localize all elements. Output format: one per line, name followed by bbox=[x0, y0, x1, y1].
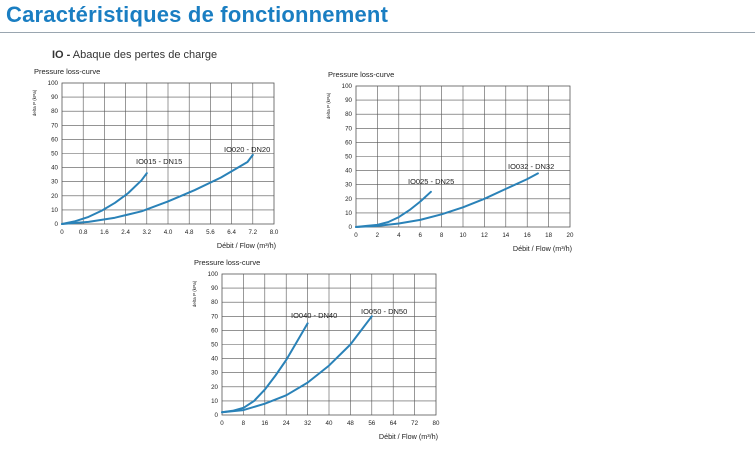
y-tick-label: 10 bbox=[345, 210, 352, 217]
section-code: IO - bbox=[52, 49, 71, 61]
y-tick-label: 10 bbox=[51, 207, 58, 214]
section-title: IO - Abaque des pertes de charge bbox=[52, 49, 217, 61]
y-tick-label: 50 bbox=[345, 154, 352, 161]
series-line bbox=[355, 172, 539, 228]
x-tick-label: 7.2 bbox=[248, 229, 257, 236]
x-tick-label: 18 bbox=[545, 232, 552, 239]
y-tick-label: 100 bbox=[208, 271, 219, 278]
x-tick-label: 0 bbox=[354, 232, 358, 239]
y-tick-label: 80 bbox=[211, 299, 218, 306]
x-tick-label: 16 bbox=[524, 232, 531, 239]
y-tick-label: 30 bbox=[345, 182, 352, 189]
series-line bbox=[61, 172, 148, 225]
y-tick-label: 70 bbox=[211, 313, 218, 320]
y-axis-label: delta P (kPa) bbox=[192, 280, 197, 307]
x-tick-label: 0.8 bbox=[79, 229, 88, 236]
x-tick-label: 5.6 bbox=[206, 229, 215, 236]
series-label: IO032 - DN32 bbox=[508, 162, 554, 171]
section-text: Abaque des pertes de charge bbox=[72, 49, 218, 61]
y-tick-label: 20 bbox=[51, 193, 58, 200]
series-line bbox=[61, 153, 254, 225]
y-tick-label: 0 bbox=[55, 221, 59, 228]
y-tick-label: 20 bbox=[345, 196, 352, 203]
chart-title: Pressure loss-curve bbox=[194, 258, 260, 267]
x-tick-label: 3.2 bbox=[142, 229, 151, 236]
x-tick-label: 1.6 bbox=[100, 229, 109, 236]
y-tick-label: 40 bbox=[345, 168, 352, 175]
x-tick-label: 4.0 bbox=[164, 229, 173, 236]
y-tick-label: 50 bbox=[211, 342, 218, 349]
x-tick-label: 0 bbox=[220, 420, 224, 427]
x-tick-label: 2 bbox=[376, 232, 380, 239]
x-tick-label: 32 bbox=[304, 420, 311, 427]
y-tick-label: 10 bbox=[211, 398, 218, 405]
x-tick-label: 4.8 bbox=[185, 229, 194, 236]
series-line bbox=[221, 315, 373, 414]
series-label: IO040 - DN40 bbox=[291, 311, 337, 320]
x-tick-label: 6.4 bbox=[227, 229, 236, 236]
y-tick-label: 40 bbox=[51, 165, 58, 172]
y-axis-label: delta P (kPa) bbox=[326, 92, 331, 119]
series-label: IO015 - DN15 bbox=[136, 157, 182, 166]
x-tick-label: 20 bbox=[567, 232, 574, 239]
series-label: IO025 - DN25 bbox=[408, 177, 454, 186]
y-tick-label: 100 bbox=[342, 83, 353, 90]
x-tick-label: 8 bbox=[440, 232, 444, 239]
x-tick-label: 12 bbox=[481, 232, 488, 239]
y-tick-label: 50 bbox=[51, 151, 58, 158]
y-tick-label: 60 bbox=[211, 327, 218, 334]
x-tick-label: 80 bbox=[433, 420, 440, 427]
chart-title: Pressure loss-curve bbox=[328, 70, 394, 79]
y-tick-label: 80 bbox=[345, 111, 352, 118]
x-tick-label: 16 bbox=[261, 420, 268, 427]
x-tick-label: 14 bbox=[502, 232, 509, 239]
x-axis-label: Débit / Flow (m³/h) bbox=[217, 241, 276, 250]
x-axis-label: Débit / Flow (m³/h) bbox=[379, 432, 438, 441]
y-tick-label: 60 bbox=[51, 136, 58, 143]
y-axis-label: delta P (kPa) bbox=[32, 89, 37, 116]
x-tick-label: 48 bbox=[347, 420, 354, 427]
y-tick-label: 30 bbox=[211, 370, 218, 377]
x-tick-label: 24 bbox=[283, 420, 290, 427]
y-tick-label: 0 bbox=[215, 412, 219, 419]
y-tick-label: 70 bbox=[51, 122, 58, 129]
y-tick-label: 90 bbox=[211, 285, 218, 292]
x-tick-label: 8.0 bbox=[270, 229, 279, 236]
x-tick-label: 2.4 bbox=[121, 229, 130, 236]
y-tick-label: 20 bbox=[211, 384, 218, 391]
x-tick-label: 6 bbox=[418, 232, 422, 239]
y-tick-label: 90 bbox=[51, 94, 58, 101]
x-tick-label: 40 bbox=[326, 420, 333, 427]
chart-title: Pressure loss-curve bbox=[34, 67, 100, 76]
y-tick-label: 80 bbox=[51, 108, 58, 115]
y-tick-label: 40 bbox=[211, 356, 218, 363]
title-divider bbox=[0, 32, 755, 33]
y-tick-label: 60 bbox=[345, 139, 352, 146]
y-tick-label: 0 bbox=[349, 224, 353, 231]
y-tick-label: 100 bbox=[48, 80, 59, 87]
x-tick-label: 8 bbox=[242, 420, 246, 427]
x-tick-label: 56 bbox=[368, 420, 375, 427]
x-tick-label: 10 bbox=[460, 232, 467, 239]
x-tick-label: 4 bbox=[397, 232, 401, 239]
series-label: IO020 - DN20 bbox=[224, 145, 270, 154]
page-title: Caractéristiques de fonctionnement bbox=[6, 2, 389, 27]
y-tick-label: 30 bbox=[51, 179, 58, 186]
y-tick-label: 70 bbox=[345, 125, 352, 132]
y-tick-label: 90 bbox=[345, 97, 352, 104]
x-tick-label: 72 bbox=[411, 420, 418, 427]
series-label: IO050 - DN50 bbox=[361, 307, 407, 316]
x-axis-label: Débit / Flow (m³/h) bbox=[513, 244, 572, 253]
x-tick-label: 64 bbox=[390, 420, 397, 427]
x-tick-label: 0 bbox=[60, 229, 64, 236]
